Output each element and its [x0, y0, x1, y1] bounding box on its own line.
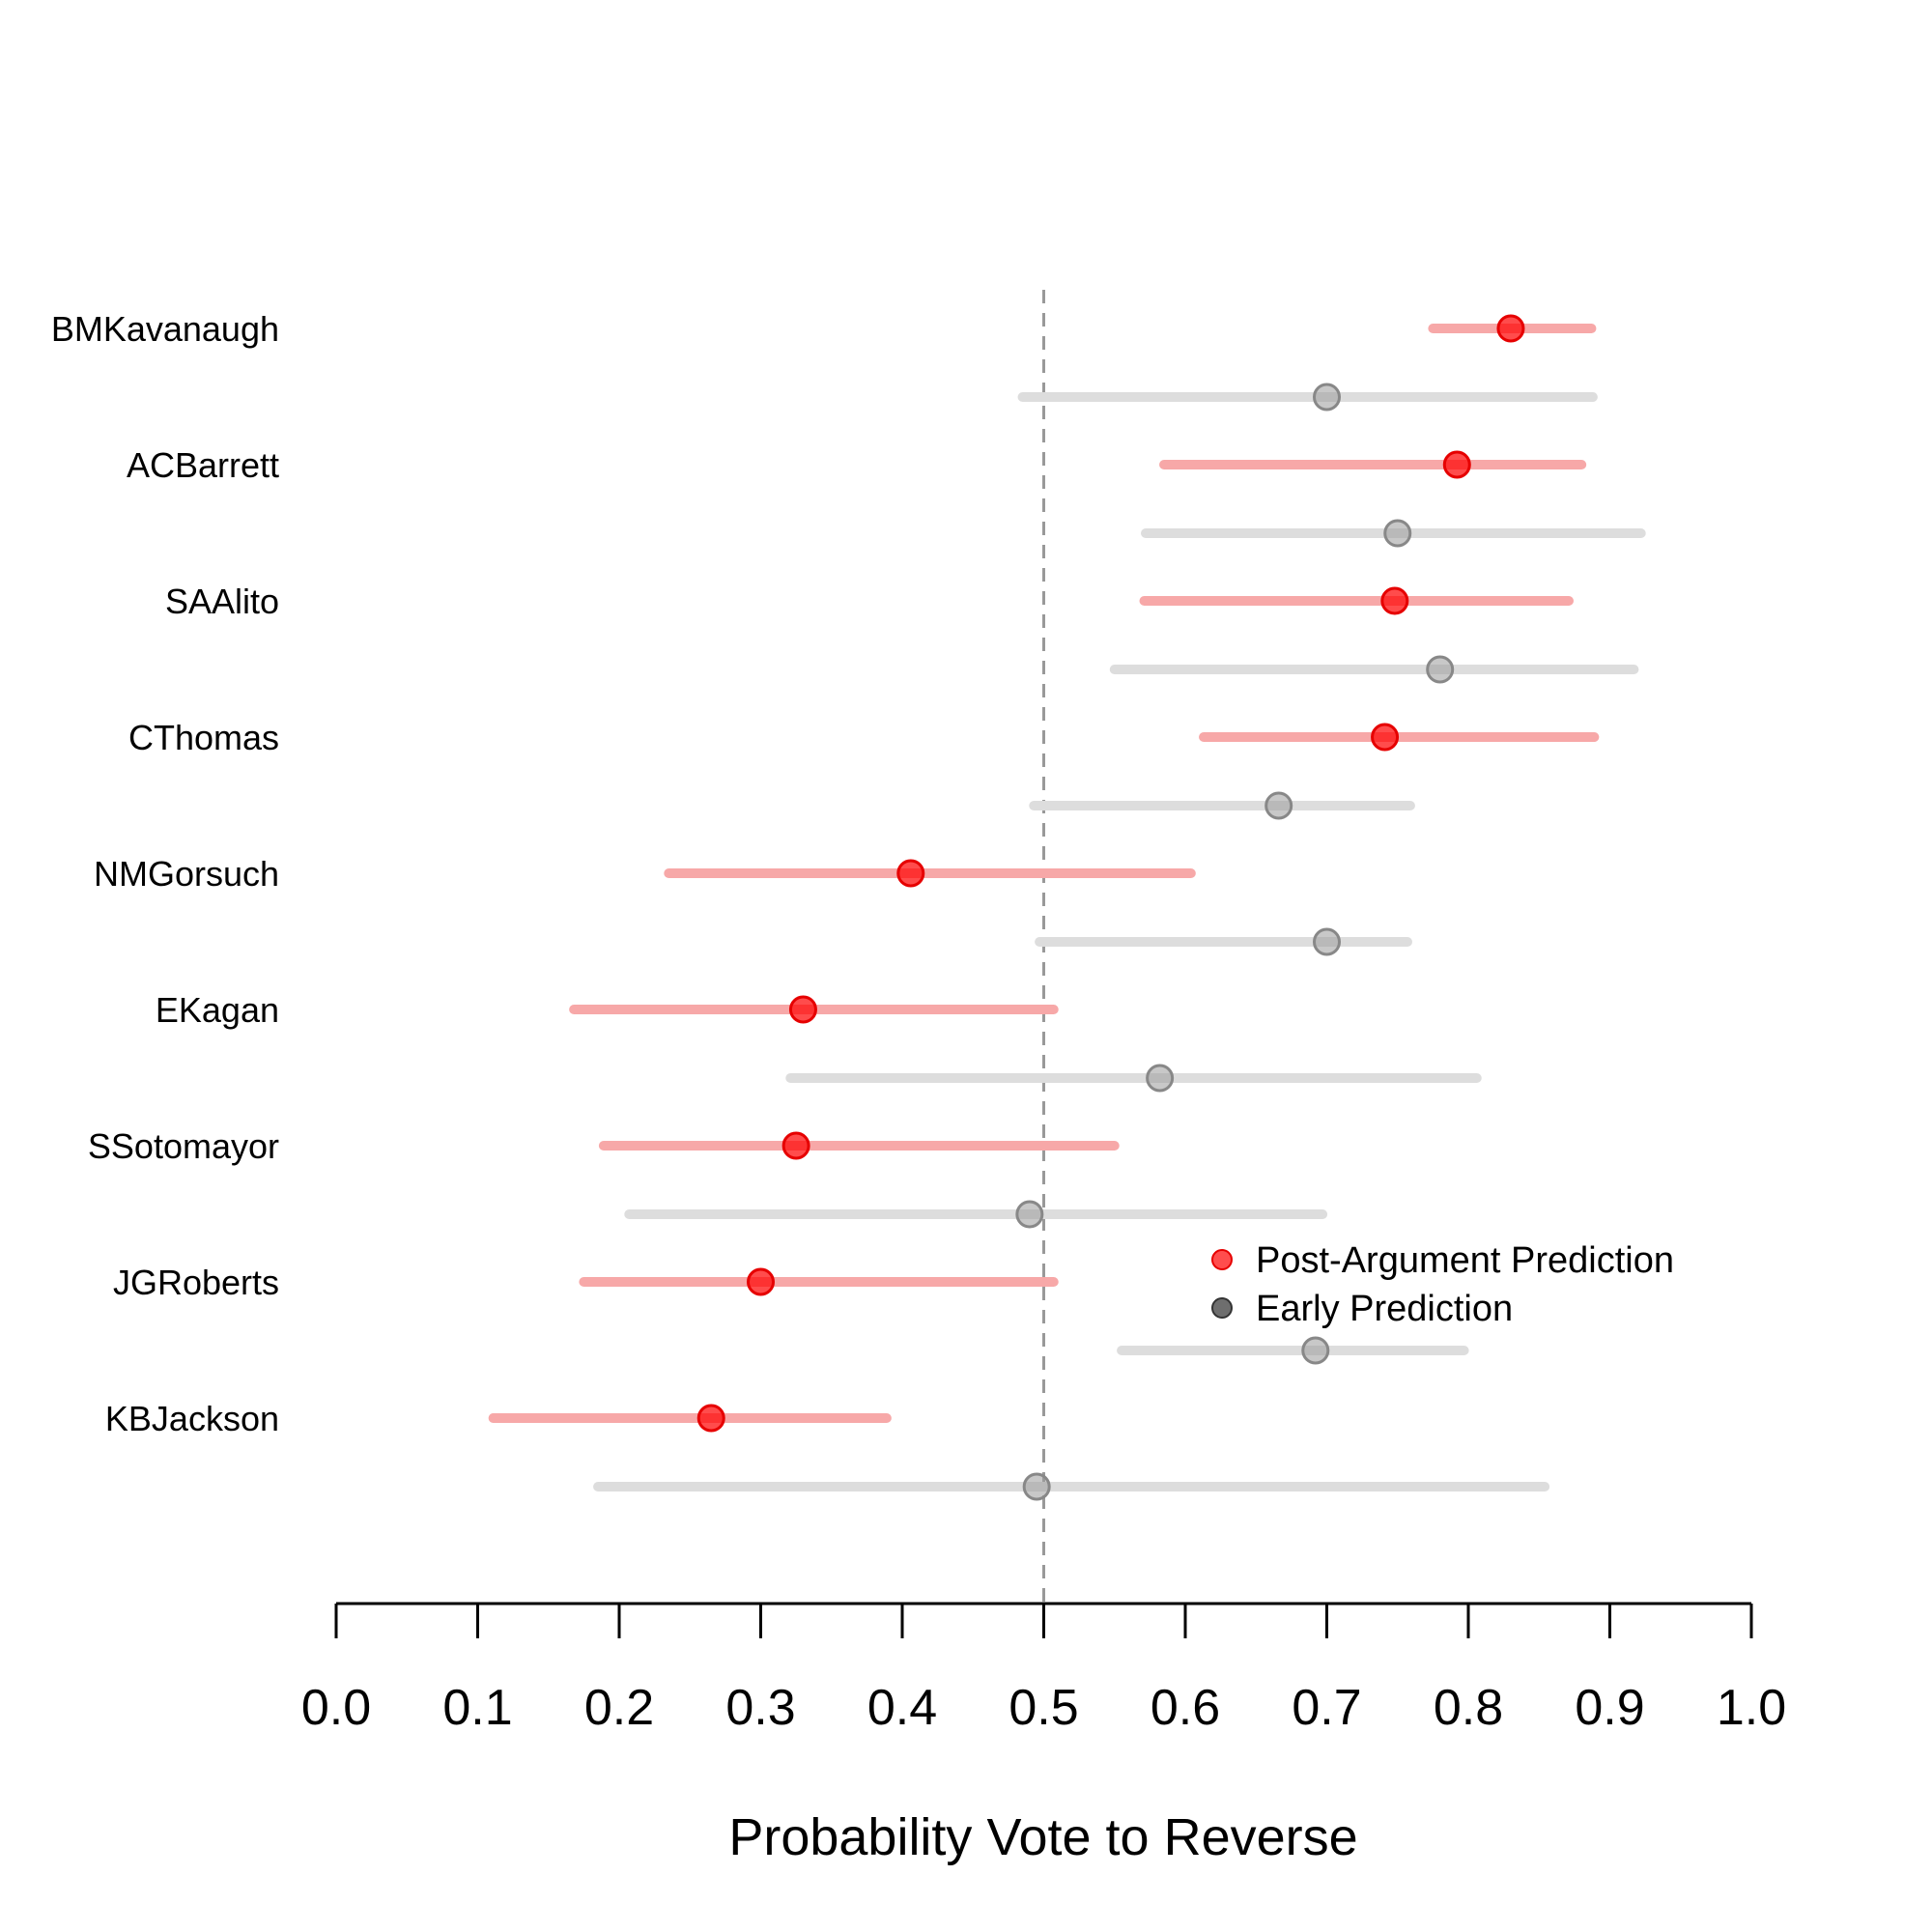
early-point — [1015, 1200, 1044, 1229]
post-point — [788, 995, 817, 1024]
justice-label: CThomas — [128, 718, 279, 757]
x-tick-label: 0.8 — [1434, 1680, 1503, 1736]
x-tick-label: 0.5 — [1009, 1680, 1078, 1736]
justice-label: BMKavanaugh — [51, 309, 279, 349]
legend-post-label: Post-Argument Prediction — [1256, 1240, 1674, 1281]
x-tick-label: 0.7 — [1292, 1680, 1361, 1736]
justice-label: SAAlito — [165, 582, 279, 621]
early-point — [1022, 1472, 1051, 1501]
x-tick-label: 0.0 — [301, 1680, 371, 1736]
early-point — [1426, 655, 1455, 684]
early-point — [1313, 927, 1341, 956]
x-tick-label: 1.0 — [1717, 1680, 1786, 1736]
justice-label: ACBarrett — [127, 445, 279, 485]
justice-label: NMGorsuch — [94, 854, 279, 894]
point-layer — [696, 314, 1525, 1501]
x-tick-label: 0.6 — [1151, 1680, 1220, 1736]
post-point — [781, 1131, 810, 1160]
justice-label: KBJackson — [105, 1399, 279, 1438]
post-point — [1442, 450, 1471, 479]
justice-label: EKagan — [156, 990, 279, 1030]
justice-label-layer: BMKavanaugh ACBarrett SAAlito CThomas NMGors… — [51, 309, 279, 1438]
early-point — [1264, 791, 1293, 820]
legend-early-label: Early Prediction — [1256, 1289, 1513, 1329]
early-point — [1383, 519, 1412, 548]
x-axis: 0.0 0.1 0.2 0.3 0.4 0.5 0.6 0.7 0.8 0.9 1.0 — [301, 1602, 1786, 1736]
x-tick-label: 0.1 — [442, 1680, 512, 1736]
justice-label: SSotomayor — [88, 1126, 279, 1166]
post-point — [696, 1404, 725, 1433]
legend-post-marker — [1211, 1249, 1233, 1270]
post-point — [1380, 586, 1409, 615]
early-point — [1301, 1336, 1330, 1365]
post-point — [896, 859, 925, 888]
x-axis-title: Probability Vote to Reverse — [728, 1808, 1357, 1866]
justice-label: JGRoberts — [113, 1263, 279, 1302]
x-tick-label: 0.3 — [725, 1680, 795, 1736]
early-point — [1313, 383, 1341, 412]
post-point — [747, 1267, 775, 1296]
x-tick-label: 0.9 — [1575, 1680, 1644, 1736]
post-point — [1371, 723, 1400, 752]
legend: Post-Argument Prediction Early Predictio… — [1211, 1240, 1674, 1329]
early-point — [1146, 1064, 1175, 1093]
x-tick-label: 0.2 — [584, 1680, 654, 1736]
interval-layer — [488, 324, 1646, 1492]
x-tick-label: 0.4 — [867, 1680, 937, 1736]
post-point — [1496, 314, 1525, 343]
legend-early-marker — [1211, 1297, 1233, 1319]
